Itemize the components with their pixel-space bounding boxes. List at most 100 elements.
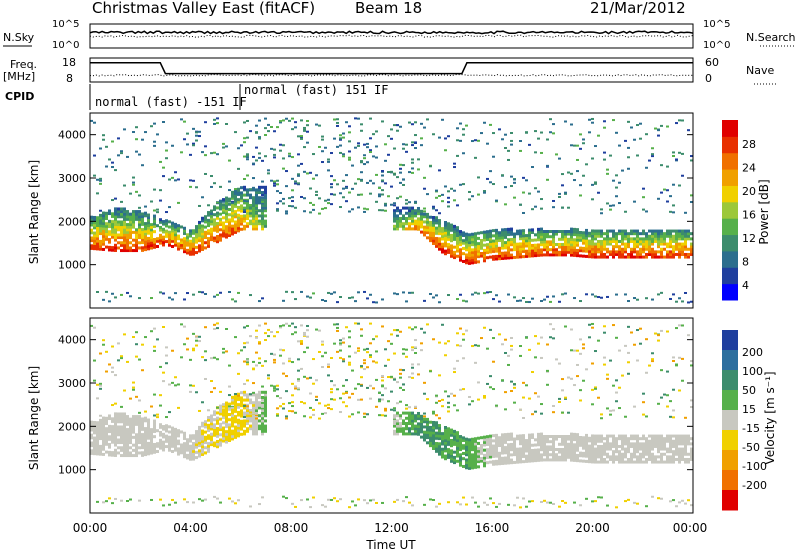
power-cell <box>663 232 666 236</box>
velocity-cell <box>141 443 144 447</box>
power-cell <box>375 301 378 304</box>
power-cell <box>243 219 246 223</box>
power-cell <box>366 297 369 300</box>
power-cell <box>597 134 600 137</box>
velocity-cell <box>126 500 129 503</box>
power-cell <box>582 239 585 243</box>
velocity-cell <box>471 442 474 446</box>
velocity-cell <box>114 414 117 418</box>
power-cell <box>237 229 240 233</box>
power-cell <box>159 233 162 237</box>
velocity-cell <box>216 429 219 433</box>
power-cell <box>345 174 348 177</box>
velocity-cell <box>612 460 615 464</box>
power-cell <box>120 241 123 245</box>
power-cell <box>219 223 222 227</box>
power-cell <box>123 223 126 227</box>
velocity-cell <box>645 437 648 441</box>
power-cell <box>504 254 507 258</box>
velocity-cell <box>264 427 267 431</box>
velocity-cell <box>591 388 594 391</box>
power-cell <box>645 232 648 236</box>
velocity-cell <box>516 434 519 438</box>
power-cell <box>99 221 102 225</box>
power-cell <box>138 210 141 214</box>
power-cell <box>528 239 531 243</box>
power-cell <box>180 225 183 229</box>
power-cell <box>390 128 393 131</box>
power-cell <box>126 249 129 253</box>
power-cell <box>261 222 264 226</box>
power-cell <box>540 240 543 244</box>
power-cell <box>195 251 198 255</box>
velocity-cell <box>591 444 594 448</box>
velocity-cell <box>588 447 591 451</box>
velocity-cell <box>498 457 501 461</box>
power-cell <box>519 237 522 241</box>
power-cell <box>573 246 576 250</box>
power-cell <box>147 231 150 235</box>
velocity-cell <box>168 430 171 434</box>
power-cell <box>564 248 567 252</box>
power-cell <box>126 233 129 237</box>
power-cell <box>519 229 522 233</box>
velocity-cell <box>573 501 576 504</box>
power-cell <box>132 183 135 186</box>
power-cell <box>669 239 672 243</box>
velocity-cell <box>465 466 468 470</box>
velocity-cell <box>405 427 408 431</box>
velocity-cell <box>255 424 258 428</box>
velocity-cell <box>561 448 564 451</box>
velocity-cell <box>198 340 201 343</box>
velocity-cell <box>153 349 156 352</box>
velocity-cell <box>549 323 552 326</box>
power-cell <box>498 236 501 240</box>
power-cell <box>669 210 672 213</box>
velocity-cell <box>237 423 240 427</box>
velocity-cell <box>627 439 630 443</box>
power-cell <box>234 230 237 234</box>
power-cell <box>252 198 255 202</box>
power-cell <box>198 130 201 133</box>
velocity-cell <box>417 411 420 415</box>
power-cell <box>543 232 546 236</box>
beam-title: Beam 18 <box>355 0 422 17</box>
power-cell <box>414 222 417 226</box>
velocity-cell <box>201 424 204 428</box>
power-cell <box>399 219 402 223</box>
velocity-cell <box>264 322 267 325</box>
velocity-cell <box>522 436 525 440</box>
velocity-cell <box>621 455 624 459</box>
power-cell <box>417 209 420 213</box>
power-cell <box>237 167 240 170</box>
velocity-cell <box>660 369 663 372</box>
velocity-cell <box>612 450 615 454</box>
power-cell <box>99 147 102 150</box>
power-cell <box>111 220 114 224</box>
velocity-cell <box>321 504 324 507</box>
velocity-cell <box>513 450 516 454</box>
power-cell <box>225 204 228 208</box>
velocity-cell <box>519 408 522 411</box>
velocity-cell <box>258 424 261 428</box>
power-cell <box>498 233 501 237</box>
power-cell <box>258 209 261 213</box>
power-cell <box>465 237 468 241</box>
power-cell <box>162 227 165 231</box>
power-cell <box>633 138 636 141</box>
power-cell <box>120 243 123 247</box>
velocity-cell <box>420 414 423 418</box>
power-cell <box>441 229 444 233</box>
power-cell <box>615 174 618 177</box>
power-cell <box>621 252 624 256</box>
velocity-cell <box>510 461 513 465</box>
velocity-cell <box>501 448 504 452</box>
power-cell <box>156 208 159 211</box>
power-cell <box>327 158 330 161</box>
velocity-cell <box>570 349 573 352</box>
power-cell <box>606 295 609 298</box>
velocity-cell <box>510 437 513 441</box>
velocity-cell <box>540 435 543 439</box>
velocity-cell <box>627 450 630 454</box>
velocity-cell <box>450 459 453 463</box>
